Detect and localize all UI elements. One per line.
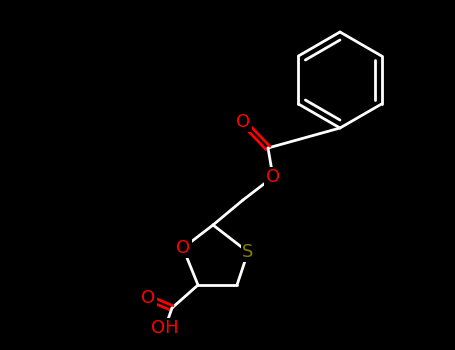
Text: O: O [141, 289, 155, 307]
Text: O: O [266, 168, 280, 186]
Text: O: O [176, 239, 190, 257]
Text: S: S [243, 243, 254, 261]
Text: OH: OH [151, 319, 179, 337]
Text: O: O [236, 113, 250, 131]
